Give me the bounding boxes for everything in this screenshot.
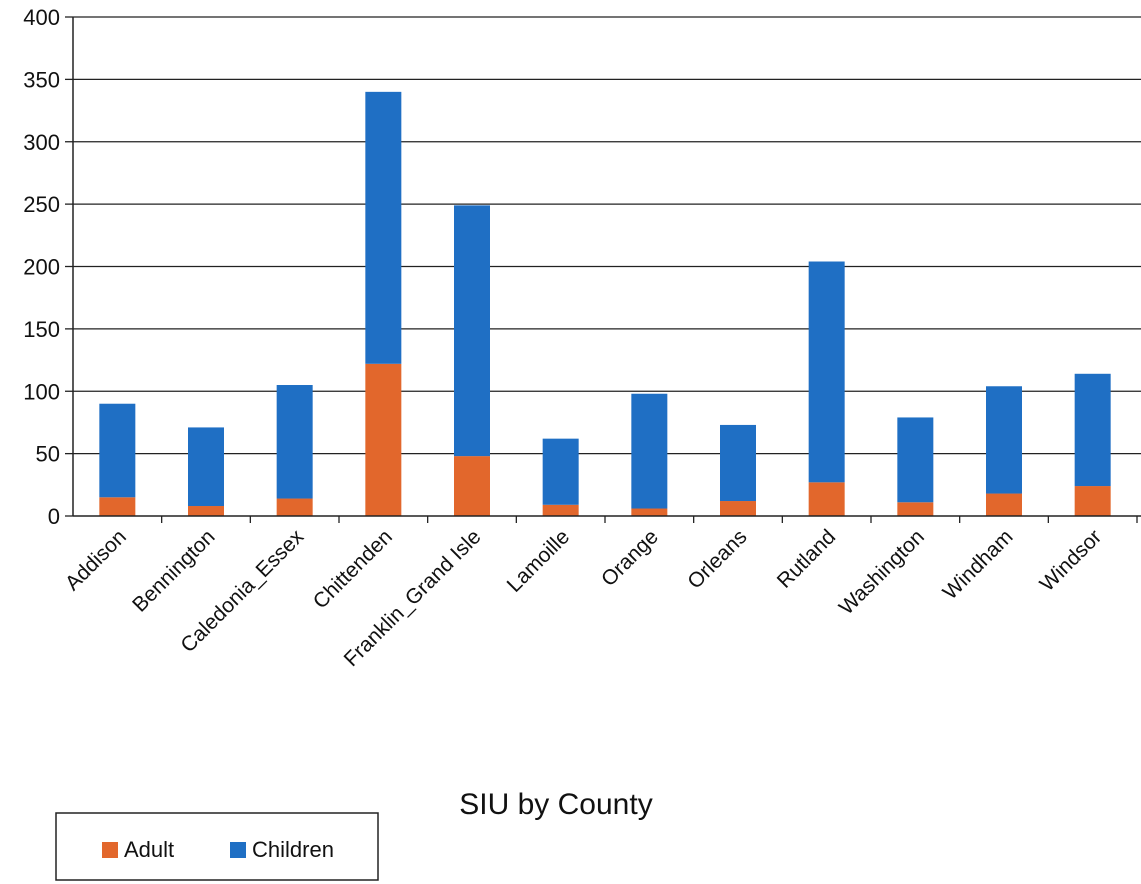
bar-adult-franklin-grand-isle	[454, 456, 490, 516]
bar-adult-chittenden	[365, 363, 402, 516]
y-tick-label: 50	[36, 442, 60, 467]
bar-children-lamoille	[542, 438, 579, 505]
bar-children-orange	[631, 393, 668, 509]
gridlines	[73, 16, 1141, 455]
bar-adult-windsor	[1074, 486, 1111, 516]
bar-adult-rutland	[808, 482, 845, 516]
bar-children-franklin-grand-isle	[454, 205, 490, 457]
bar-adult-windham	[986, 493, 1022, 516]
x-category-label: Rutland	[773, 525, 840, 592]
x-category-label: Washington	[835, 525, 929, 619]
y-tick-label: 400	[23, 5, 60, 30]
bar-adult-caledonia-essex	[276, 498, 313, 516]
bar-children-windsor	[1074, 373, 1111, 487]
chart-title: SIU by County	[459, 788, 652, 821]
x-category-label: Windsor	[1035, 525, 1106, 596]
bar-adult-lamoille	[542, 504, 579, 516]
bar-children-chittenden	[365, 91, 402, 364]
y-axis-ticks: 0 50 100 150 200 250 300 350 400	[23, 5, 73, 529]
y-tick-label: 250	[23, 192, 60, 217]
x-category-label: Orleans	[683, 525, 751, 593]
legend-swatch-children	[230, 842, 246, 858]
legend-label-adult: Adult	[124, 837, 174, 862]
bar-children-orleans	[720, 424, 756, 502]
bar-adult-orleans	[720, 501, 756, 516]
bar-children-addison	[99, 403, 136, 498]
bar-children-caledonia-essex	[276, 385, 313, 499]
bar-adult-washington	[897, 502, 934, 516]
bar-children-washington	[897, 417, 934, 503]
x-category-label: Chittenden	[309, 525, 397, 613]
x-category-label: Orange	[597, 525, 663, 591]
x-category-label: Bennington	[128, 525, 219, 616]
y-tick-label: 0	[48, 504, 60, 529]
bar-adult-bennington	[188, 506, 224, 516]
legend-swatch-adult	[102, 842, 118, 858]
legend: Adult Children	[55, 812, 379, 881]
y-tick-label: 150	[23, 317, 60, 342]
bar-children-windham	[986, 386, 1022, 494]
x-category-label: Addison	[61, 525, 131, 595]
y-tick-label: 100	[23, 379, 60, 404]
bar-children-rutland	[808, 261, 845, 483]
y-tick-label: 300	[23, 130, 60, 155]
y-tick-label: 200	[23, 255, 60, 280]
x-category-label: Lamoille	[503, 525, 575, 597]
bar-adult-orange	[631, 508, 668, 516]
x-axis-ticks	[161, 516, 1138, 523]
bar-adult-addison	[99, 497, 136, 516]
x-category-label: Windham	[939, 525, 1018, 604]
bar-children-bennington	[188, 427, 224, 507]
bars	[99, 91, 1111, 516]
legend-label-children: Children	[252, 837, 334, 862]
y-tick-label: 350	[23, 67, 60, 92]
